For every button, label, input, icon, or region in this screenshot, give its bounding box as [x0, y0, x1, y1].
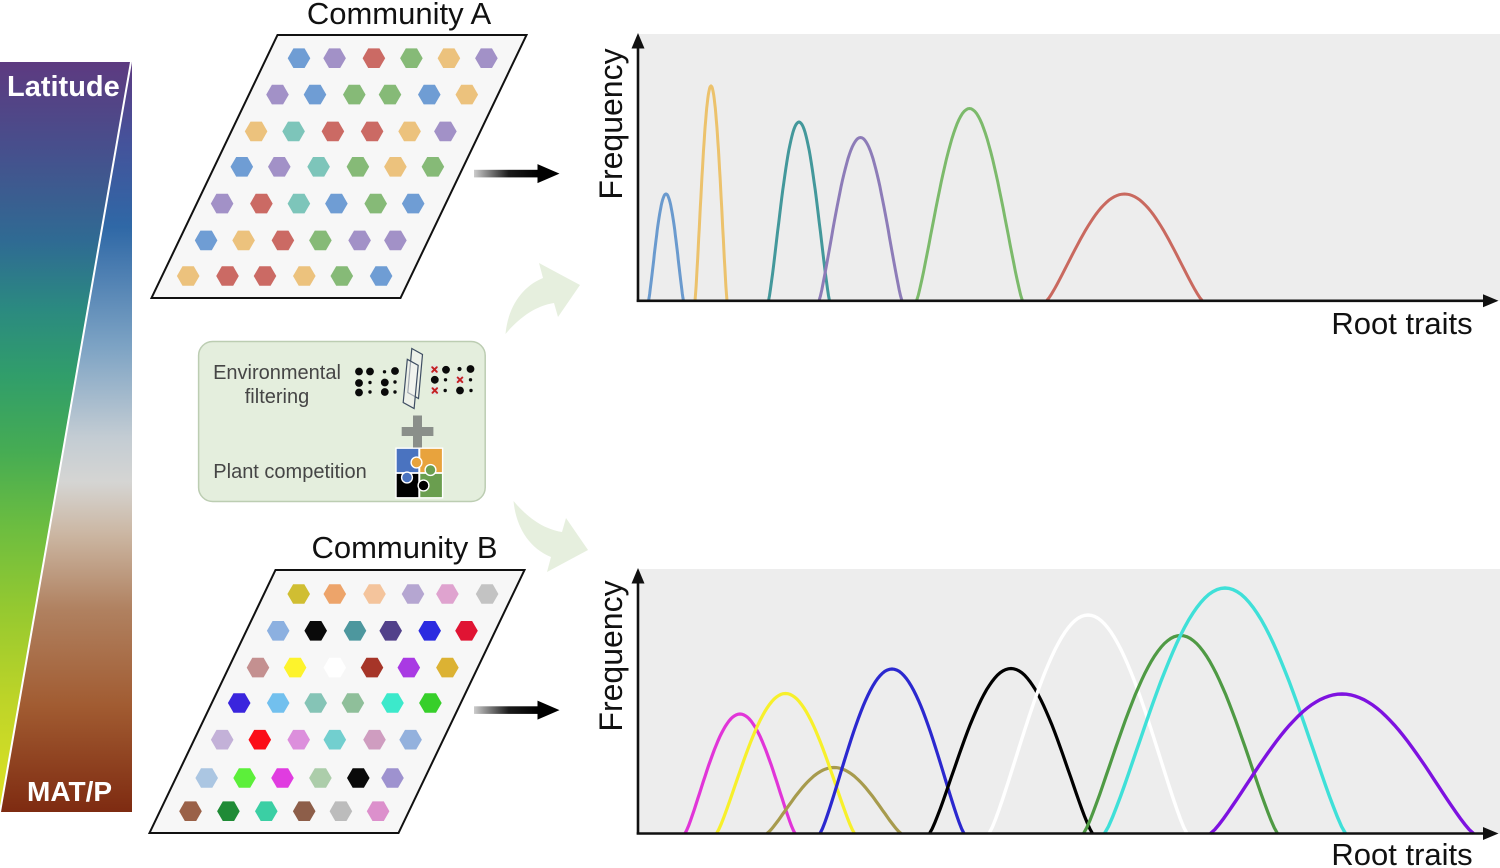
- svg-text:Latitude: Latitude: [7, 71, 120, 103]
- svg-text:Root traits: Root traits: [1331, 837, 1472, 868]
- svg-text:Root traits: Root traits: [1331, 306, 1472, 341]
- svg-text:Environmental: Environmental: [213, 362, 341, 384]
- svg-text:Frequency: Frequency: [593, 580, 629, 731]
- svg-text:Frequency: Frequency: [593, 48, 629, 199]
- svg-text:Plant competition: Plant competition: [213, 461, 366, 483]
- svg-text:Community A: Community A: [307, 0, 492, 31]
- svg-text:MAT/P: MAT/P: [27, 776, 112, 807]
- svg-text:filtering: filtering: [245, 386, 309, 408]
- svg-text:Community B: Community B: [311, 530, 497, 565]
